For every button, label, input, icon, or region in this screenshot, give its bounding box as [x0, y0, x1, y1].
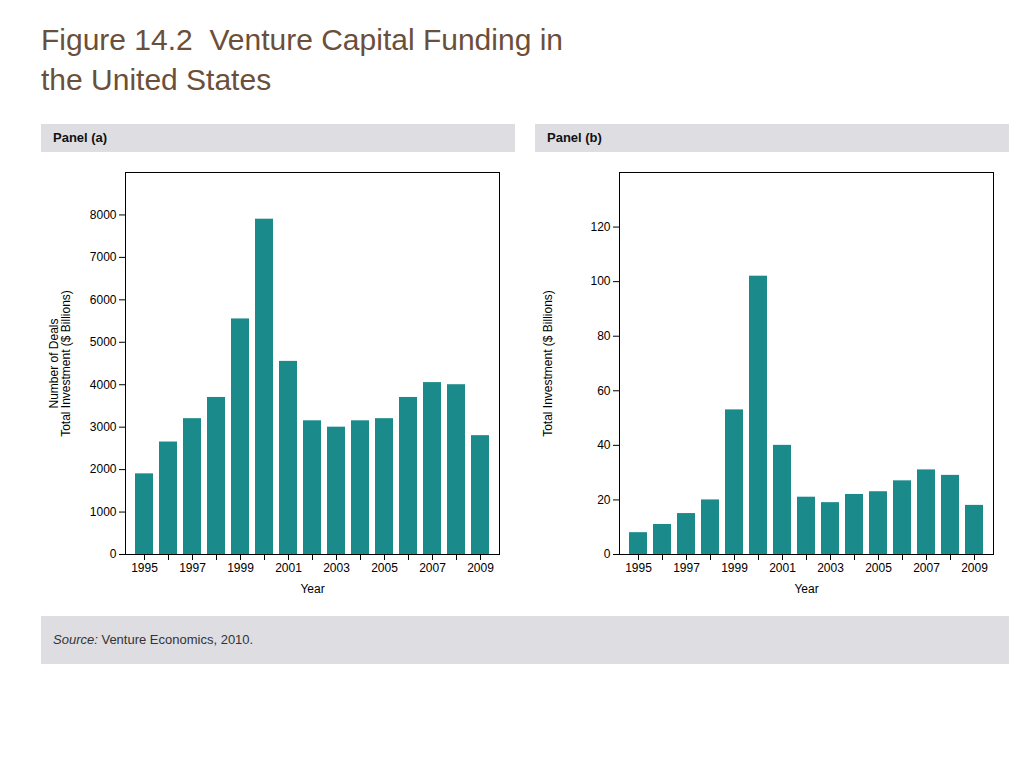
svg-text:1995: 1995: [625, 561, 652, 575]
svg-text:40: 40: [597, 438, 611, 452]
html-text:Figure 14.2 Venture Capital Fu: Figure 14.2 Venture Capital Funding in t…: [41, 23, 563, 96]
html-text:Panel (a): Panel (a): [53, 130, 108, 145]
svg-text:2007: 2007: [913, 561, 940, 575]
svg-text:120: 120: [590, 220, 610, 234]
html-text:Source: Venture Economics, 201: Source: Venture Economics, 2010.: [53, 632, 254, 647]
svg-text:2005: 2005: [865, 561, 892, 575]
svg-text:2009: 2009: [961, 561, 988, 575]
svg-text:2003: 2003: [323, 561, 350, 575]
svg-text:60: 60: [597, 384, 611, 398]
svg-text:4000: 4000: [90, 378, 117, 392]
svg-text:8000: 8000: [90, 208, 117, 222]
svg-text:7000: 7000: [90, 250, 117, 264]
svg-text:2007: 2007: [419, 561, 446, 575]
svg-text:2009: 2009: [467, 561, 494, 575]
svg-text:Total Investment ($ Billions): Total Investment ($ Billions): [541, 290, 555, 437]
svg-text:5000: 5000: [90, 335, 117, 349]
svg-text:100: 100: [590, 274, 610, 288]
svg-text:80: 80: [597, 329, 611, 343]
svg-text:1000: 1000: [90, 505, 117, 519]
svg-text:2005: 2005: [371, 561, 398, 575]
svg-text:0: 0: [110, 547, 117, 561]
svg-text:1995: 1995: [131, 561, 158, 575]
svg-text:Year: Year: [794, 582, 818, 596]
svg-text:2001: 2001: [769, 561, 796, 575]
svg-text:Year: Year: [300, 582, 324, 596]
svg-text:1997: 1997: [179, 561, 206, 575]
svg-text:20: 20: [597, 493, 611, 507]
svg-text:0: 0: [604, 547, 611, 561]
svg-text:2003: 2003: [817, 561, 844, 575]
svg-text:6000: 6000: [90, 293, 117, 307]
svg-text:2000: 2000: [90, 462, 117, 476]
svg-text:1999: 1999: [721, 561, 748, 575]
svg-text:1999: 1999: [227, 561, 254, 575]
svg-text:3000: 3000: [90, 420, 117, 434]
svg-text:1997: 1997: [673, 561, 700, 575]
html-text:Panel (b): Panel (b): [547, 130, 602, 145]
svg-text:Number of DealsTotal Investmen: Number of DealsTotal Investment ($ Billi…: [47, 290, 73, 437]
svg-text:2001: 2001: [275, 561, 302, 575]
